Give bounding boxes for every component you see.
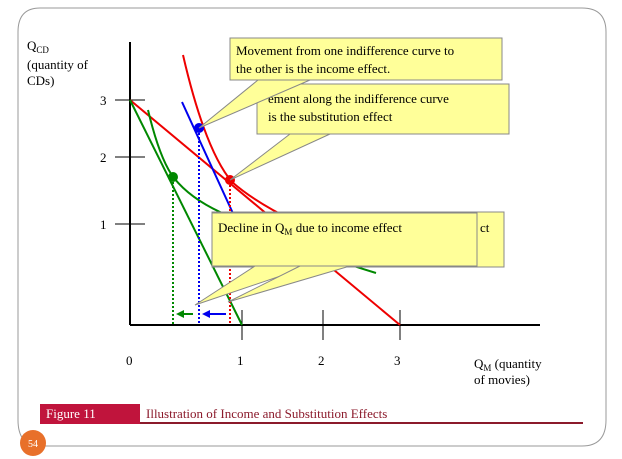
budget-line-compensated <box>181 101 237 221</box>
x-tick: 1 <box>237 353 244 368</box>
x-axis-title: of movies) <box>474 372 530 387</box>
figure-label-band <box>40 404 140 424</box>
callout-text: is the substitution effect <box>268 109 393 124</box>
y-axis-title: CDs) <box>27 73 54 88</box>
y-tick: 3 <box>100 93 107 108</box>
callout-text: the other is the income effect. <box>236 61 390 76</box>
text: due to income effect <box>292 220 402 235</box>
x-tick: 2 <box>318 353 325 368</box>
point <box>168 172 178 182</box>
callout-text: ement along the indifference curve <box>268 91 449 106</box>
x-axis-title: QM (quantity <box>474 356 542 373</box>
symbol: Q <box>27 38 37 53</box>
callout-text: Movement from one indifference curve to <box>236 43 454 58</box>
x-tick: 3 <box>394 353 401 368</box>
arrow <box>176 310 193 318</box>
page-badge <box>20 430 46 456</box>
y-tick: 1 <box>100 217 107 232</box>
y-axis-title: QCD <box>27 38 49 55</box>
figure-label: Figure 11 <box>46 406 96 421</box>
x-tick: 0 <box>126 353 133 368</box>
callout-pointer <box>229 133 331 181</box>
symbol: Q <box>474 356 484 371</box>
subscript: CD <box>36 45 49 55</box>
callout-text: ct <box>480 220 490 235</box>
y-axis-title: (quantity of <box>27 57 89 72</box>
arrow <box>202 310 226 318</box>
page-number: 54 <box>28 439 38 450</box>
figure-caption: Illustration of Income and Substitution … <box>146 406 387 421</box>
callout-box <box>229 37 503 81</box>
subscript: M <box>284 227 292 237</box>
callout-pointer <box>227 265 351 303</box>
rest: (quantity <box>491 356 542 371</box>
callout-box <box>211 212 478 267</box>
callout-box <box>256 83 510 135</box>
y-tick: 2 <box>100 150 107 165</box>
text: Decline in Q <box>218 220 285 235</box>
callout-pointer <box>198 79 311 129</box>
callout-text: Decline in QM due to income effect <box>218 220 402 237</box>
subscript: M <box>483 363 491 373</box>
